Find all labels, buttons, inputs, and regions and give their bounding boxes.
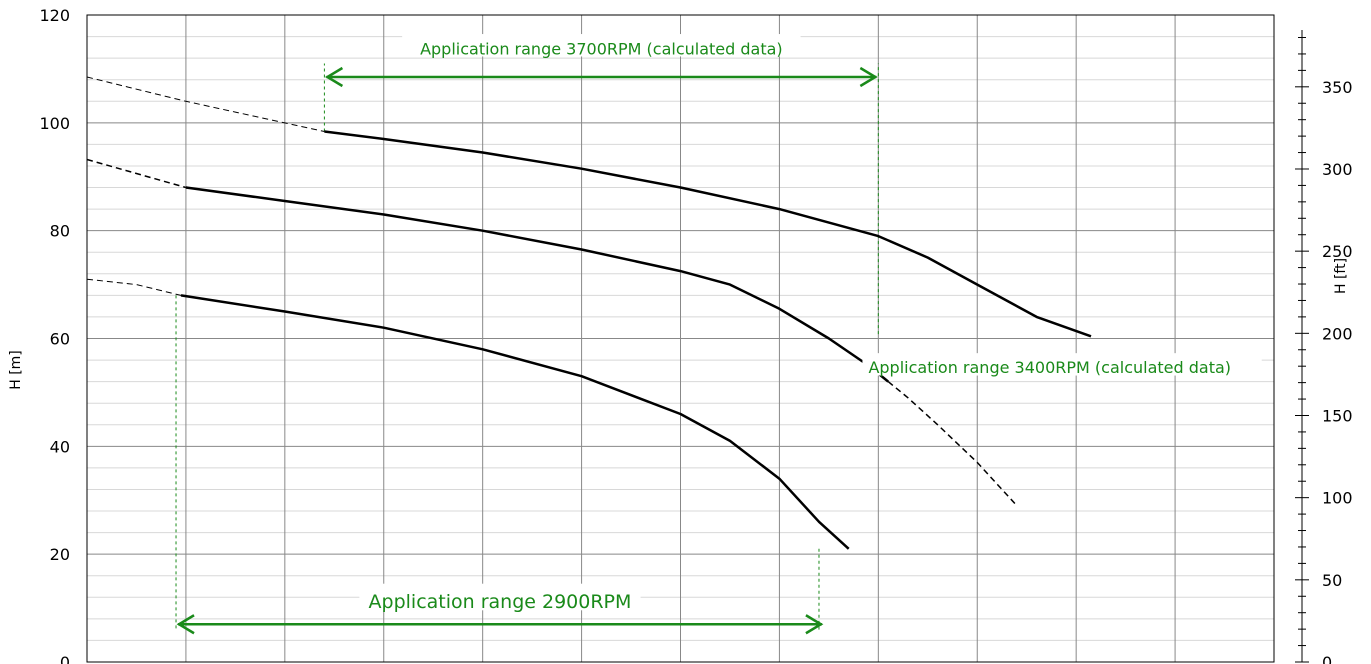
plot-frame <box>86 14 1275 663</box>
y-tick-label: 80 <box>50 222 70 241</box>
annotation-background <box>402 34 801 57</box>
y-right-tick-label: 200 <box>1322 324 1353 343</box>
annotations: Application range 3700RPM (calculated da… <box>176 34 1262 635</box>
annotation-background <box>862 353 1262 376</box>
y-tick-label: 20 <box>50 545 70 564</box>
pump-curve-2900 <box>180 294 850 550</box>
y-axis-label-right: H [ft] <box>1333 258 1349 294</box>
y-tick-label: 0 <box>60 653 70 664</box>
pump-curve-3700 <box>324 130 1092 338</box>
range-arrow-head-right <box>805 614 824 635</box>
annotation-label-1: Application range 3400RPM (calculated da… <box>868 358 1231 377</box>
y-right-tick-label: 0 <box>1322 653 1332 664</box>
pump-curve-3400 <box>185 186 889 383</box>
range-arrow-head-left <box>176 614 195 635</box>
major-grid <box>86 14 1275 663</box>
pump-curve-extrapolated-3400 <box>86 158 187 189</box>
range-arrow-head-right <box>859 66 878 88</box>
pump-curve-extrapolated-2900 <box>86 278 182 296</box>
y-right-tick-label: 300 <box>1322 160 1353 179</box>
range-arrow-head-left <box>324 66 344 88</box>
plot-border <box>86 14 1275 663</box>
y-right-tick-label: 100 <box>1322 489 1353 508</box>
y-axis-label-left: H [m] <box>8 350 24 390</box>
right-axis-ticks: 0 50 100 150 200 250 300 350 <box>1295 30 1353 664</box>
y-tick-label: 40 <box>50 437 70 456</box>
pump-curve-extrapolated-3400 <box>887 381 1018 507</box>
pump-curve-extrapolated-3700 <box>86 76 325 132</box>
left-axis-ticks: 0 20 40 60 80 100 120 <box>39 6 70 664</box>
y-right-tick-label: 150 <box>1322 406 1353 425</box>
y-tick-label: 60 <box>50 330 70 349</box>
y-right-tick-label: 250 <box>1322 242 1353 261</box>
range-guides <box>175 63 879 630</box>
annotation-label-2: Application range 2900RPM <box>369 591 632 613</box>
y-tick-label: 100 <box>39 114 70 133</box>
y-right-tick-label: 350 <box>1322 78 1353 97</box>
annotation-background <box>359 583 641 611</box>
y-right-tick-label: 50 <box>1322 571 1342 590</box>
pump-curves <box>86 76 1092 550</box>
y-tick-label: 120 <box>39 6 70 25</box>
annotation-label-0: Application range 3700RPM (calculated da… <box>420 40 783 59</box>
